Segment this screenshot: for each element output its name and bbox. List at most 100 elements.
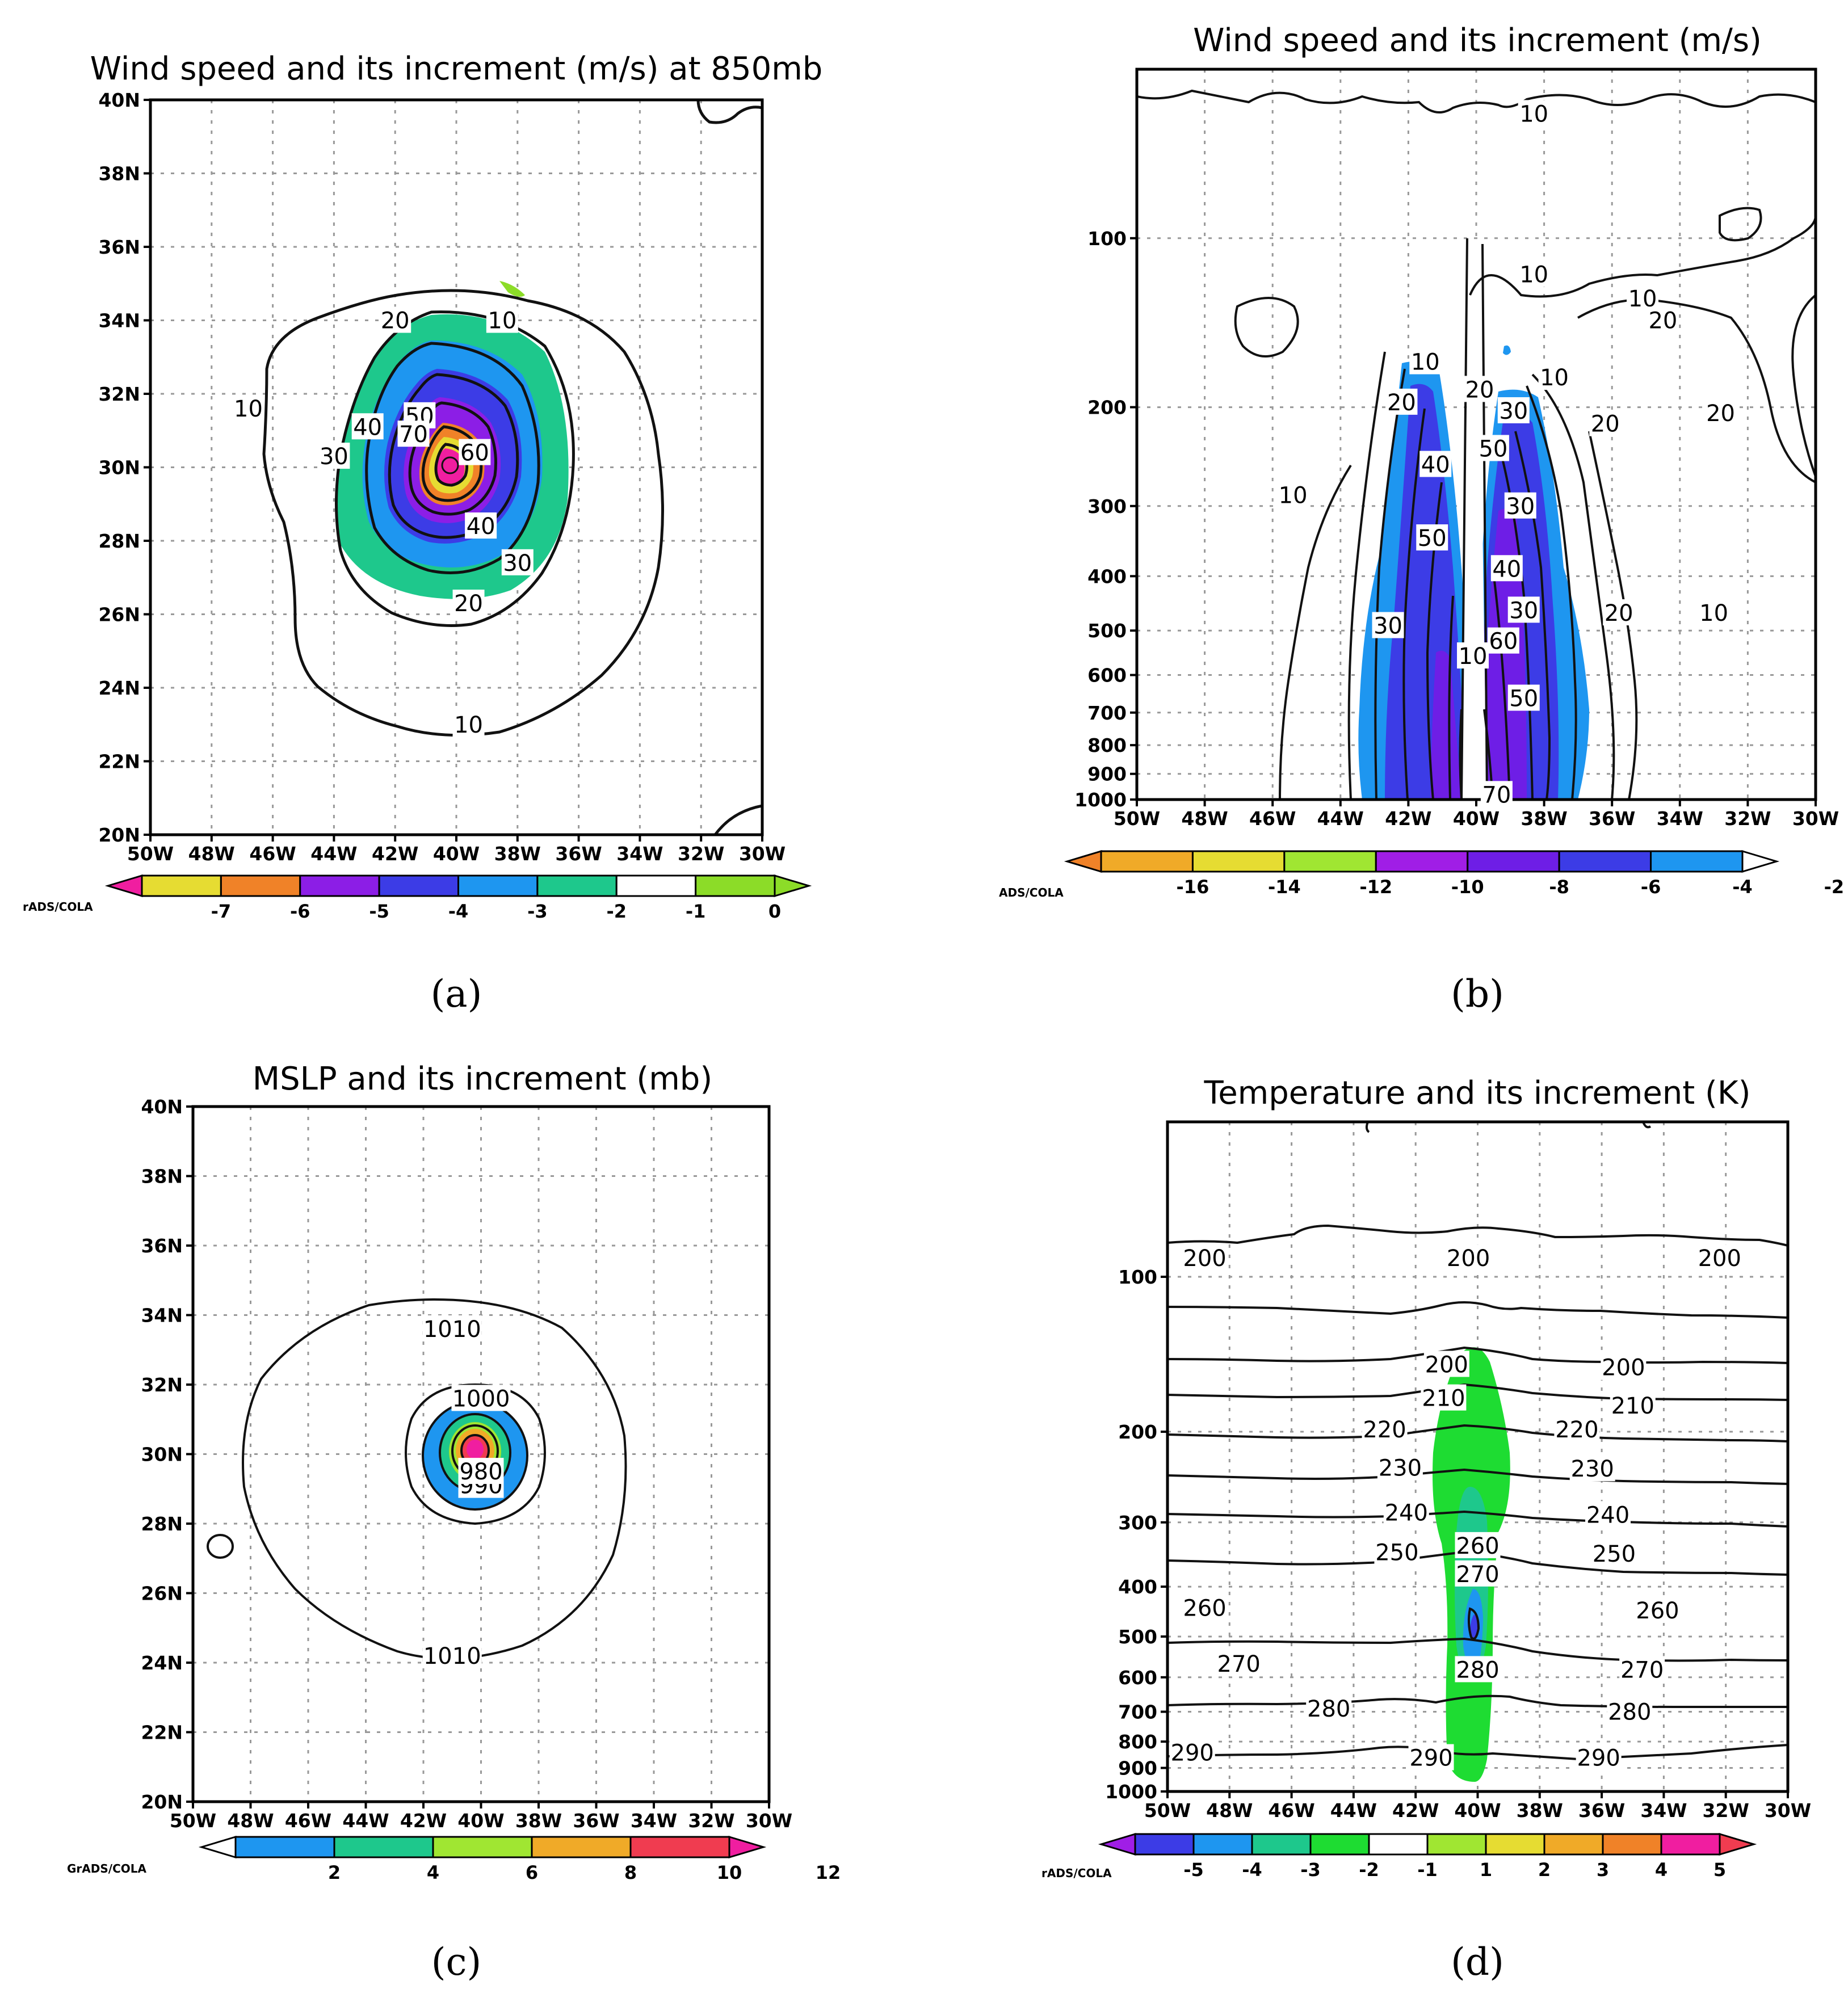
panel-c: MSLP and its increment (mb) 50W 48W 46W 44W… <box>67 1061 841 1984</box>
panel-a-contour-label: 10 <box>454 712 483 738</box>
panel-b-colorbar-label: -14 <box>1268 876 1301 898</box>
panel-a-colorbar-segment <box>141 874 222 897</box>
panel-d-contour-label: 240 <box>1385 1500 1428 1526</box>
panel-a-colorbar-segment <box>220 874 301 897</box>
panel-d-contour-label: 290 <box>1409 1746 1452 1772</box>
panel-b-colorbar-segment <box>1191 850 1286 873</box>
panel-b-small-blue <box>1503 345 1511 355</box>
panel-b-contour-label: 30 <box>1509 598 1538 624</box>
panel-d-contour-label: 270 <box>1217 1651 1261 1677</box>
panel-d-contour-label: 260 <box>1636 1598 1679 1624</box>
panel-b-contour-10-eyewall <box>1460 238 1488 800</box>
panel-b-contour-label: 70 <box>1482 782 1511 808</box>
panel-b-yticks: 100 200 300 400 500 600 700 800 900 1000 <box>1074 228 1137 811</box>
panel-d-contour-270 <box>1167 1637 1788 1662</box>
panel-d-contour-290 <box>1167 1744 1788 1761</box>
panel-c-xtick-label: 38W <box>515 1810 562 1832</box>
panel-c-contour-label-bg <box>458 1458 504 1484</box>
panel-b-contour-10-upper <box>1469 215 1816 298</box>
panel-d-contour-220 <box>1167 1383 1788 1401</box>
panel-a-contour-label: 30 <box>503 550 532 577</box>
panel-b-contour-label-bg <box>1419 451 1452 477</box>
panel-d-colorbar-label: 1 <box>1480 1859 1492 1881</box>
panel-d-contour-label: 210 <box>1422 1386 1465 1412</box>
panel-c-xtick-label: 46W <box>285 1810 331 1832</box>
panel-b-contour-label: 10 <box>1411 350 1440 376</box>
panel-b-contour-10-island2 <box>1719 207 1762 242</box>
panel-a-contour-label: 30 <box>320 444 348 470</box>
panel-b-contour-label-bg <box>1704 399 1737 426</box>
panel-b-contour-label-bg <box>1627 284 1659 311</box>
panel-d-contour-label-bg <box>1455 1656 1501 1683</box>
panel-c-xtick-label: 32W <box>688 1810 734 1832</box>
panel-b-colorbar: -16 -14 -12 -10 -8 -6 -4 -2 <box>1064 849 1844 898</box>
panel-b: Wind speed and its increment (m/s) <box>999 22 1844 1016</box>
panel-c-colorbar-label: 4 <box>427 1862 439 1883</box>
panel-d-contour-label-bg <box>1377 1454 1423 1481</box>
panel-d-ytick-label: 100 <box>1118 1266 1157 1288</box>
panel-d-contour-230 <box>1167 1424 1788 1442</box>
panel-b-contour-label-bg <box>1385 388 1418 415</box>
panel-d-contour-label: 200 <box>1183 1246 1226 1272</box>
panel-d-xtick-label: 32W <box>1703 1799 1749 1822</box>
panel-d-contour-label-bg <box>1585 1501 1631 1528</box>
panel-b-contour-label-bg <box>1480 781 1513 807</box>
panel-b-contour-label-bg <box>1507 596 1540 623</box>
panel-b-ytick-label: 700 <box>1087 702 1127 724</box>
panel-b-contour-label: 30 <box>1499 398 1528 424</box>
panel-d-colorbar-label: 3 <box>1597 1859 1609 1881</box>
panel-b-contour-label-bg <box>1277 481 1309 508</box>
panel-b-contour-label-bg <box>1497 397 1530 423</box>
panel-a-xtick-label: 44W <box>310 843 357 865</box>
panel-d-contour-label-bg <box>1421 1384 1467 1411</box>
panel-a-ytick-label: 32N <box>98 383 140 405</box>
panel-a-colorbar-min-triangle <box>104 874 143 898</box>
panel-a-colorbar-segment <box>457 874 539 897</box>
panel-b-contour-label: 20 <box>1465 377 1494 403</box>
panel-b-contour-label: 20 <box>1605 600 1633 626</box>
panel-d-contour-label-bg <box>1374 1538 1420 1565</box>
panel-d-contour-label-bg <box>1383 1499 1429 1525</box>
panel-b-contour-label: 40 <box>1492 556 1521 582</box>
panel-b-ytick-label: 100 <box>1087 228 1127 250</box>
panel-a-xtick-label: 48W <box>188 843 235 865</box>
panel-b-colorbar-label: -6 <box>1641 876 1661 898</box>
panel-d-xticks: 50W 48W 46W 44W 42W 40W 38W 36W 34W 32W 30W <box>1144 1791 1811 1822</box>
panel-c-colorbar-label: 8 <box>624 1862 637 1883</box>
panel-c-ytick-label: 28N <box>141 1513 183 1535</box>
panel-c-xtick-label: 40W <box>457 1810 504 1832</box>
panel-d-contour-label: 210 <box>1611 1393 1654 1419</box>
panel-c-colorbar-label: 6 <box>526 1862 538 1883</box>
panel-c-contour-label-bg <box>422 1642 482 1668</box>
panel-b-colorbar-segment <box>1100 850 1194 873</box>
panel-c-field <box>207 1298 627 1660</box>
panel-a-contour-label-bg <box>459 439 491 465</box>
panel-a-xtick-label: 46W <box>249 843 296 865</box>
panel-b-contour-label-bg <box>1589 410 1622 436</box>
panel-d-ytick-label: 1000 <box>1105 1781 1157 1803</box>
panel-c-colorbar-segment <box>629 1836 730 1858</box>
panel-b-contour-label: 10 <box>1459 644 1488 670</box>
panel-c-xtick-label: 36W <box>573 1810 619 1832</box>
panel-d-ytick-label: 200 <box>1118 1421 1157 1443</box>
panel-d-contour-label-bg <box>1610 1392 1656 1419</box>
panel-d-contour-label-bg <box>1554 1416 1600 1442</box>
panel-d-contour-label: 240 <box>1586 1502 1629 1528</box>
panel-a-colorbar-label: -6 <box>290 901 310 922</box>
panel-d-contour-label-bg <box>1423 1351 1469 1377</box>
panel-d-colorbar-segment <box>1660 1833 1721 1856</box>
panel-b-colorbar-segment <box>1467 850 1560 873</box>
panel-c-ytick-label: 38N <box>141 1166 183 1188</box>
panel-d-contour-label-bg <box>1408 1744 1454 1770</box>
panel-a-xtick-label: 36W <box>555 843 602 865</box>
panel-a-eye <box>441 456 459 474</box>
panel-d-contour-240 <box>1167 1468 1788 1485</box>
panel-b-ytick-label: 300 <box>1087 495 1127 518</box>
panel-c-contour-1000 <box>405 1383 546 1525</box>
panel-d-colorbar: -5 -4 -3 -2 -1 1 2 3 4 5 <box>1098 1832 1757 1881</box>
panel-b-contour-label-bg <box>1477 435 1509 461</box>
panel-b-contour-label-bg <box>1504 492 1536 519</box>
panel-c-xtick-label: 42W <box>400 1810 447 1832</box>
panel-d-contour-label: 230 <box>1379 1456 1422 1482</box>
